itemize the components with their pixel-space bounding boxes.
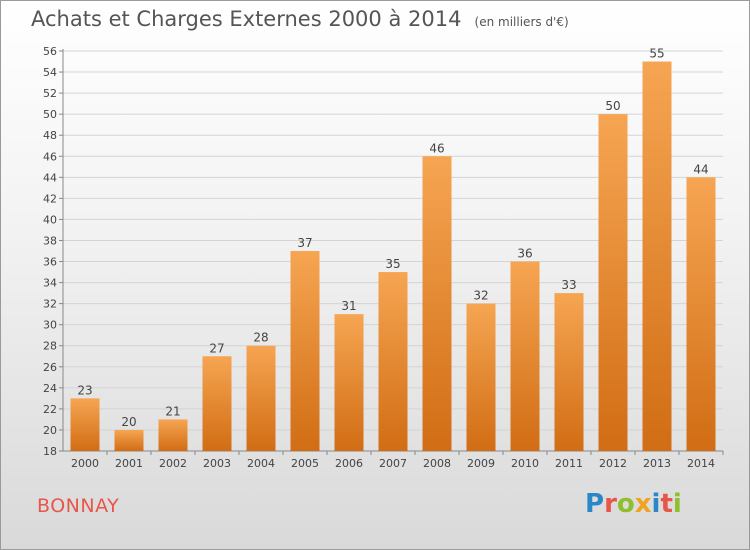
y-tick-label: 46 (43, 150, 57, 163)
y-tick-label: 30 (43, 319, 57, 332)
logo-letter: x (634, 489, 652, 519)
y-tick-label: 54 (43, 66, 57, 79)
y-tick-label: 56 (43, 45, 57, 58)
logo-letter: r (604, 489, 617, 519)
bar-2001 (114, 429, 144, 451)
y-tick-label: 18 (43, 445, 57, 458)
x-tick-label: 2011 (555, 457, 583, 470)
title-row: Achats et Charges Externes 2000 à 2014 (… (31, 7, 569, 31)
bar-2011 (554, 293, 584, 451)
data-label: 44 (693, 162, 708, 176)
data-labels: 23 20 21 27 28 37 31 35 46 32 36 33 50 55 44 (77, 47, 708, 429)
data-label: 37 (297, 236, 312, 250)
data-label: 23 (77, 383, 92, 397)
data-label: 46 (429, 141, 444, 155)
y-tick-label: 20 (43, 424, 57, 437)
y-tick-label: 32 (43, 298, 57, 311)
bar-2006 (334, 314, 364, 451)
x-tick-label: 2002 (159, 457, 187, 470)
x-tick-label: 2005 (291, 457, 319, 470)
x-tick-label: 2004 (247, 457, 275, 470)
y-tick-label: 44 (43, 171, 57, 184)
bar-2010 (510, 261, 540, 451)
x-tick-label: 2010 (511, 457, 539, 470)
y-tick-label: 38 (43, 234, 57, 247)
data-label: 50 (605, 99, 620, 113)
bar-2000 (70, 398, 100, 451)
proxiti-logo: Proxiti (585, 489, 682, 519)
y-tick-label: 48 (43, 129, 57, 142)
bars (70, 61, 716, 452)
city-name: BONNAY (37, 495, 120, 517)
x-tick-label: 2013 (643, 457, 671, 470)
bar-2008 (422, 156, 452, 451)
bar-2002 (158, 419, 188, 451)
logo-letter: P (585, 489, 605, 519)
data-label: 28 (253, 331, 268, 345)
x-tick-label: 2001 (115, 457, 143, 470)
x-tick-label: 2008 (423, 457, 451, 470)
data-label: 21 (165, 404, 180, 418)
bar-2009 (466, 303, 496, 451)
y-tick-label: 40 (43, 213, 57, 226)
x-tick-label: 2007 (379, 457, 407, 470)
y-tick-label: 34 (43, 277, 57, 290)
y-tick-label: 24 (43, 382, 57, 395)
y-tick-label: 36 (43, 256, 57, 269)
logo-letter: i (651, 489, 661, 519)
y-tick-label: 28 (43, 340, 57, 353)
bar-2013 (642, 61, 672, 452)
data-label: 27 (209, 341, 224, 355)
data-label: 20 (121, 415, 136, 429)
x-tick-label: 2014 (687, 457, 715, 470)
x-tick-label: 2000 (71, 457, 99, 470)
y-tick-label: 50 (43, 108, 57, 121)
y-tick-label: 26 (43, 361, 57, 374)
bar-2007 (378, 272, 408, 451)
data-label: 31 (341, 299, 356, 313)
data-label: 35 (385, 257, 400, 271)
data-label: 36 (517, 247, 532, 261)
data-label: 55 (649, 47, 664, 61)
bar-2005 (290, 251, 320, 451)
bar-2003 (202, 356, 232, 451)
x-tick-label: 2003 (203, 457, 231, 470)
logo-letter: i (672, 489, 682, 519)
x-tick-label: 2012 (599, 457, 627, 470)
data-label: 32 (473, 289, 488, 303)
y-tick-label: 42 (43, 192, 57, 205)
y-tick-label: 22 (43, 403, 57, 416)
logo-letter: t (660, 489, 673, 519)
bar-2004 (246, 345, 276, 451)
bar-2014 (686, 177, 716, 451)
logo-letter: o (616, 489, 635, 519)
chart-subtitle: (en milliers d'€) (474, 15, 569, 29)
x-tick-label: 2006 (335, 457, 363, 470)
y-tick-label: 52 (43, 87, 57, 100)
chart-title: Achats et Charges Externes 2000 à 2014 (31, 7, 462, 31)
data-label: 33 (561, 278, 576, 292)
x-tick-label: 2009 (467, 457, 495, 470)
bar-2012 (598, 114, 628, 451)
